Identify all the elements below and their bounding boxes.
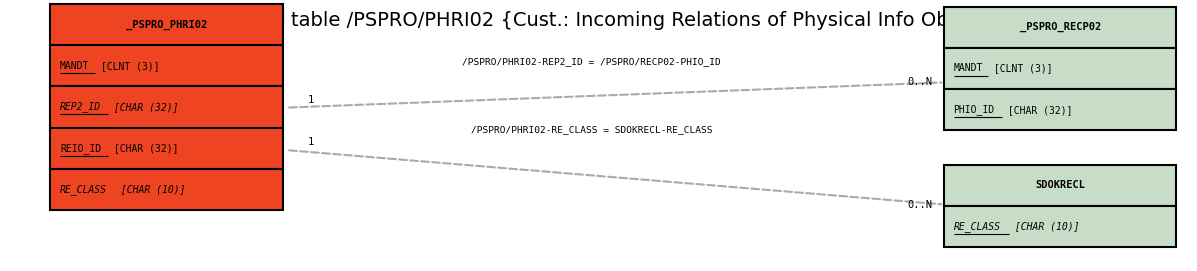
Bar [944, 165, 1177, 206]
Text: PHIO_ID: PHIO_ID [954, 104, 995, 115]
Text: /PSPRO/PHRI02-RE_CLASS = SDOKRECL-RE_CLASS: /PSPRO/PHRI02-RE_CLASS = SDOKRECL-RE_CLA… [470, 125, 712, 134]
Text: 1: 1 [308, 137, 314, 147]
Bar [50, 45, 282, 86]
Bar [944, 206, 1177, 247]
Bar [944, 7, 1177, 48]
Text: REP2_ID: REP2_ID [60, 102, 101, 112]
Text: 0..N: 0..N [907, 199, 932, 209]
Text: [CHAR (32)]: [CHAR (32)] [109, 102, 178, 112]
Text: RE_CLASS: RE_CLASS [954, 221, 1001, 232]
Text: REIO_ID: REIO_ID [60, 143, 101, 154]
Text: _PSPRO_PHRI02: _PSPRO_PHRI02 [126, 20, 207, 30]
Text: _PSPRO_RECP02: _PSPRO_RECP02 [1020, 22, 1101, 33]
Text: MANDT: MANDT [60, 61, 90, 71]
Bar [944, 48, 1177, 89]
Text: [CHAR (32)]: [CHAR (32)] [1002, 105, 1073, 115]
Text: [CLNT (3)]: [CLNT (3)] [988, 63, 1052, 73]
Bar [50, 169, 282, 210]
Text: RE_CLASS: RE_CLASS [60, 184, 107, 195]
Text: [CHAR (10)]: [CHAR (10)] [1009, 221, 1080, 231]
Text: SDOKRECL: SDOKRECL [1035, 180, 1086, 190]
Bar [50, 128, 282, 169]
Text: [CHAR (32)]: [CHAR (32)] [109, 143, 178, 153]
Text: [CHAR (10)]: [CHAR (10)] [115, 184, 186, 194]
Bar [50, 4, 282, 45]
Text: 1: 1 [308, 95, 314, 105]
Bar [944, 89, 1177, 130]
Bar [50, 86, 282, 128]
Text: 0..N: 0..N [907, 78, 932, 88]
Text: MANDT: MANDT [954, 63, 983, 73]
Text: [CLNT (3)]: [CLNT (3)] [95, 61, 159, 71]
Text: /PSPRO/PHRI02-REP2_ID = /PSPRO/RECP02-PHIO_ID: /PSPRO/PHRI02-REP2_ID = /PSPRO/RECP02-PH… [462, 57, 721, 66]
Text: SAP ABAP table /PSPRO/PHRI02 {Cust.: Incoming Relations of Physical Info Objects: SAP ABAP table /PSPRO/PHRI02 {Cust.: Inc… [189, 11, 1008, 30]
